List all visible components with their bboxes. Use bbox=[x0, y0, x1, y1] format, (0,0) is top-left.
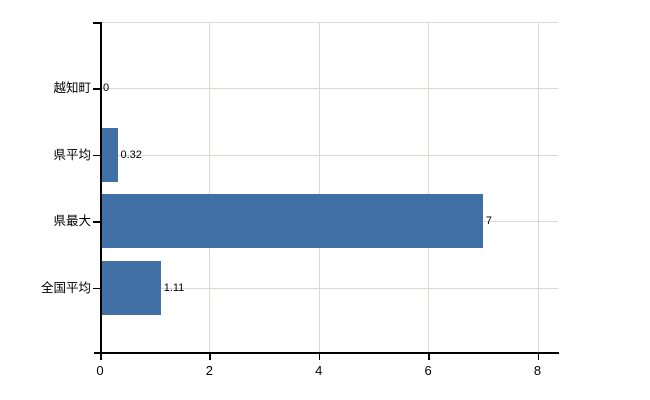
x-tick-label: 2 bbox=[205, 363, 213, 378]
x-axis bbox=[94, 352, 559, 354]
x-tick-label: 0 bbox=[96, 363, 104, 378]
x-tick-label: 8 bbox=[533, 363, 542, 378]
y-axis-end-tick bbox=[93, 22, 100, 24]
value-label: 0 bbox=[103, 82, 110, 94]
category-label: 県平均 bbox=[53, 147, 91, 162]
y-tick-mark bbox=[93, 154, 100, 157]
x-tick-label: 4 bbox=[315, 363, 323, 378]
x-tick-label: 6 bbox=[424, 363, 432, 378]
x-tick-mark bbox=[318, 353, 321, 360]
category-label: 県最大 bbox=[53, 214, 91, 229]
gridline-horizontal bbox=[100, 154, 558, 156]
value-label: 7 bbox=[485, 215, 492, 228]
gridline-vertical bbox=[537, 22, 539, 352]
bar-3 bbox=[100, 194, 483, 249]
value-label: 1.11 bbox=[163, 281, 185, 294]
y-tick-mark bbox=[93, 287, 100, 290]
bar-2 bbox=[100, 127, 118, 182]
y-axis bbox=[100, 22, 102, 353]
bar-4 bbox=[100, 260, 161, 315]
x-tick-mark bbox=[428, 353, 430, 360]
x-tick-mark bbox=[100, 353, 102, 360]
gridline-vertical bbox=[428, 22, 430, 352]
category-label: 全国平均 bbox=[40, 280, 91, 295]
x-tick-mark bbox=[537, 353, 539, 360]
gridline-horizontal bbox=[100, 88, 558, 89]
category-label: 越知町 bbox=[53, 81, 91, 95]
gridline-horizontal bbox=[100, 287, 558, 289]
y-tick-mark bbox=[93, 88, 100, 90]
gridline-vertical bbox=[318, 22, 320, 352]
value-label: 0.32 bbox=[120, 148, 142, 161]
x-tick-mark bbox=[209, 353, 211, 360]
y-tick-mark bbox=[93, 221, 100, 223]
gridline-top bbox=[100, 22, 558, 23]
gridline-vertical bbox=[209, 22, 211, 352]
